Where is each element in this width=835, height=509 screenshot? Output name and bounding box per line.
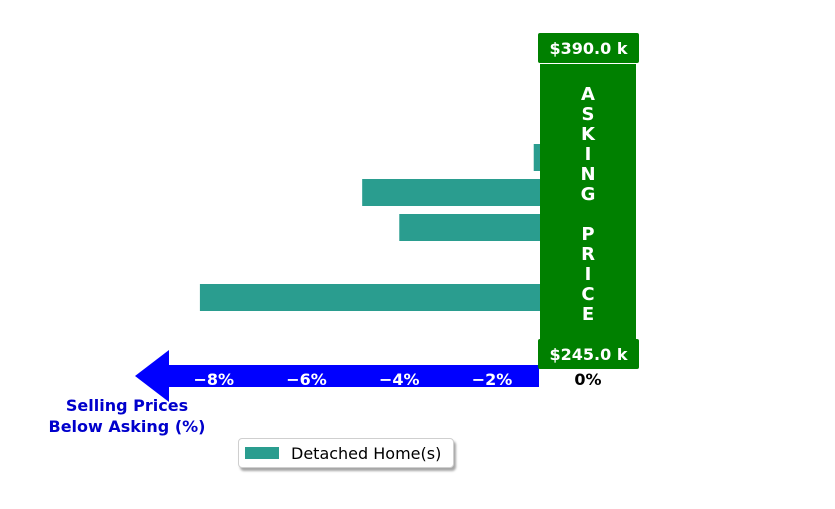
x-tick-label: 0% [574, 370, 601, 389]
price-high-badge: $390.0 k [538, 33, 639, 63]
asking-price-letter: N [580, 164, 595, 185]
axis-arrow [135, 350, 539, 402]
x-tick-label: −4% [379, 370, 420, 389]
bar-7 [199, 284, 585, 311]
price-low-box [538, 339, 639, 369]
x-tick-label: −6% [286, 370, 327, 389]
x-tick-label: −2% [472, 370, 513, 389]
price-high-text: $390.0 k [550, 39, 628, 58]
asking-price-letter: A [581, 84, 595, 105]
legend-label: Detached Home(s) [291, 443, 442, 463]
asking-price-band [540, 64, 636, 346]
x-axis-label-line: Selling Prices [66, 396, 188, 415]
x-axis-label-line: Below Asking (%) [49, 417, 206, 436]
x-tick-label: −8% [194, 370, 235, 389]
asking-price-letter: G [581, 184, 596, 205]
legend-swatch [245, 447, 279, 459]
asking-price-letter: I [585, 144, 592, 165]
price-high-box [538, 33, 639, 63]
asking-price-letter: I [585, 264, 592, 285]
price-low-badge: $245.0 k [538, 339, 639, 369]
asking-price-letter: P [581, 224, 594, 245]
asking-price-letter: S [582, 104, 595, 125]
asking-price-letter: K [581, 124, 596, 145]
arrow-shaft [164, 365, 539, 387]
asking-price-letter: C [581, 284, 594, 305]
legend: Detached Home(s) [238, 438, 454, 468]
tick-labels: −8% −6% −4% −2% 0% [194, 370, 602, 389]
price-low-text: $245.0 k [550, 345, 628, 364]
x-axis-label: Selling Prices Below Asking (%) [49, 396, 206, 436]
asking-price-letter: E [582, 304, 594, 325]
arrow-head [135, 350, 169, 402]
asking-price-letter: R [581, 244, 595, 265]
